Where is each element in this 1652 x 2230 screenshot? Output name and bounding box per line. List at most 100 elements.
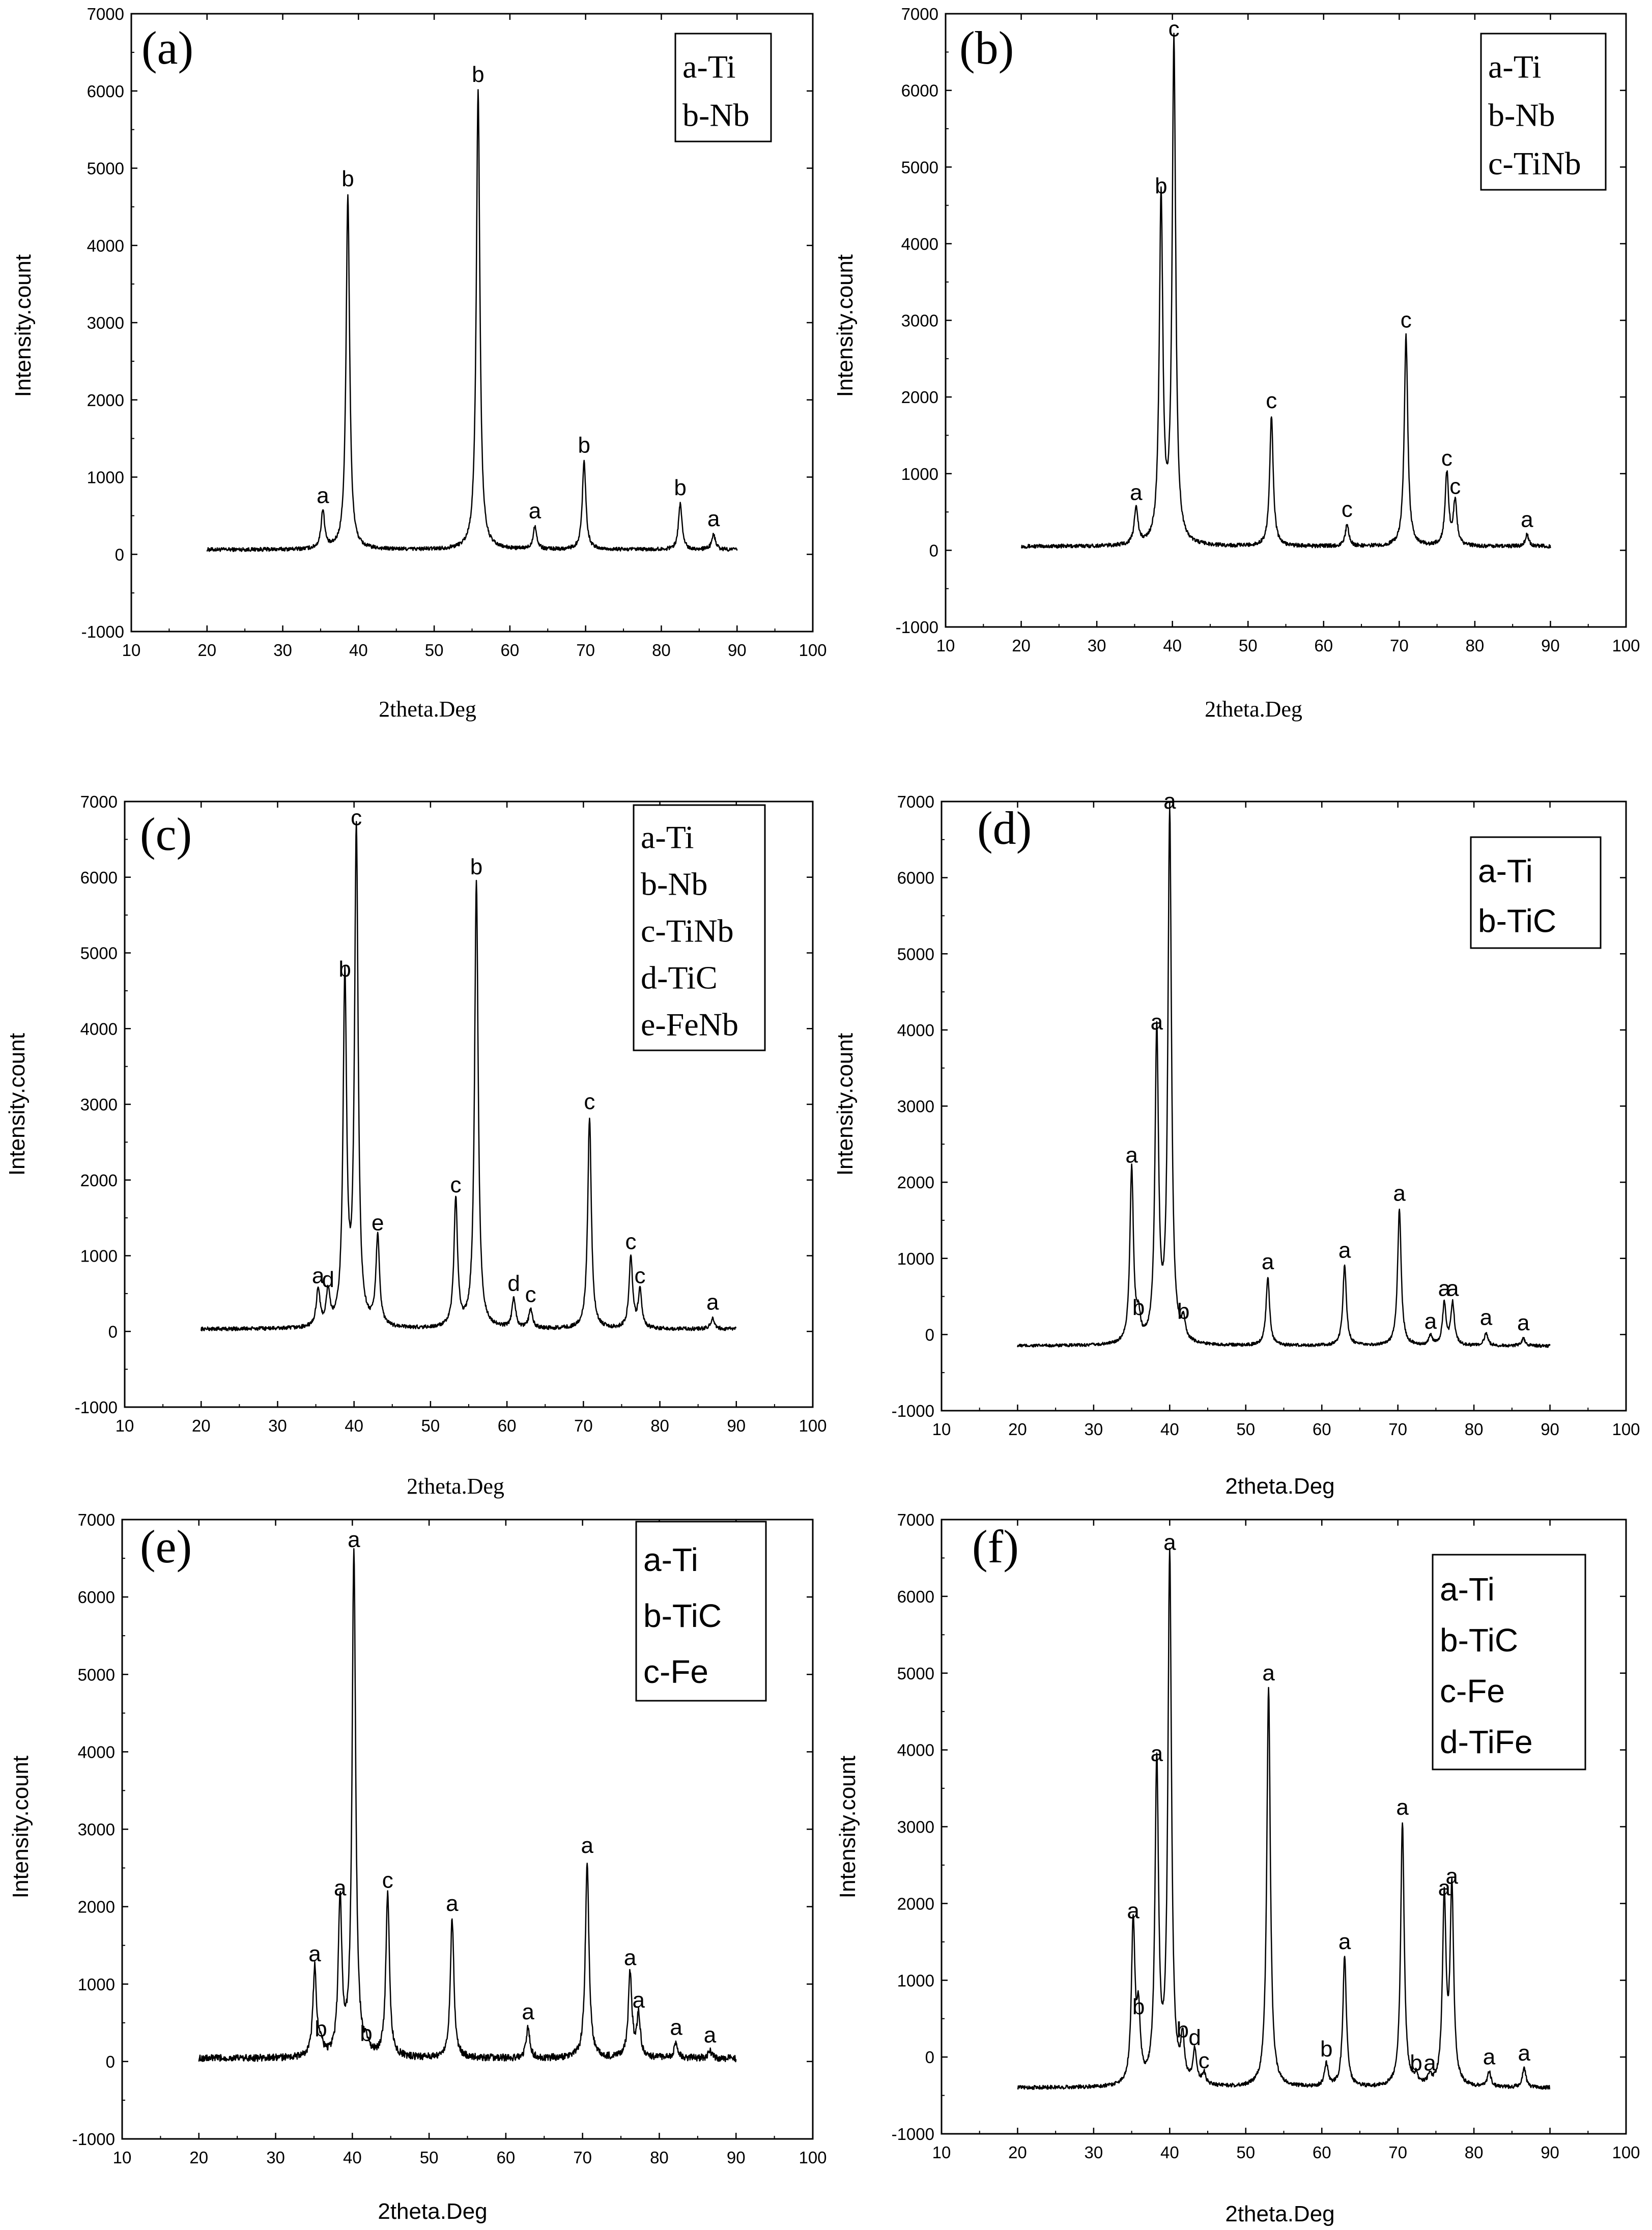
panel-3-xrd-pattern-line — [200, 821, 737, 1332]
panel-3-legend-box — [633, 804, 766, 1051]
panel-3-peak-label: c — [584, 1089, 595, 1114]
panel-4-panel-label: (d) — [977, 802, 1032, 854]
panel-4-peak-label: a — [1517, 1310, 1530, 1335]
panel-4-y-tick-label: 3000 — [897, 1097, 934, 1116]
panel-6-peak-label: a — [1438, 1875, 1451, 1900]
panel-5-panel-label: (e) — [140, 1521, 192, 1573]
panel-6-y-tick-label: 4000 — [897, 1741, 934, 1760]
panel-2-legend-item: c-TiNb — [1488, 146, 1581, 182]
panel-4-peak-label: a — [1125, 1143, 1138, 1168]
panel-3-y-tick-label: 3000 — [80, 1095, 118, 1114]
panel-3-y-axis-label: Intensity.count — [5, 1033, 30, 1176]
panel-2-y-axis-label: Intensity.count — [833, 254, 858, 397]
panel-2-x-tick-label: 80 — [1466, 636, 1485, 655]
panel-2-y-tick-label: 6000 — [901, 81, 938, 100]
panel-6-legend-item: a-Ti — [1440, 1571, 1495, 1608]
panel-6: 10 20 30 40 50 60 70 80 90 100 -1000 0 1000 2000 3000 4… — [835, 1510, 1640, 2226]
panel-4-y-tick-label: 0 — [925, 1325, 934, 1344]
panel-5-y-tick-label: 4000 — [78, 1742, 115, 1761]
panel-3-peak-label: c — [625, 1229, 636, 1254]
panel-1-y-tick-label: 2000 — [87, 391, 124, 410]
panel-6-y-tick-label: 5000 — [897, 1664, 934, 1683]
panel-5-peak-label: a — [632, 1988, 645, 2013]
panel-6-x-tick-label: 50 — [1236, 2143, 1255, 2162]
panel-3-panel-label: (c) — [140, 808, 192, 860]
panel-6-peak-label: a — [1518, 2041, 1531, 2066]
panel-6-peak-label: b — [1132, 1994, 1145, 2019]
panel-4-peak-label: a — [1262, 1249, 1274, 1274]
panel-3-peak-label: b — [470, 854, 482, 879]
panel-6-y-tick-label: 0 — [925, 2048, 934, 2067]
panel-5-legend-item: c-Fe — [643, 1653, 708, 1690]
panel-3-x-tick-label: 80 — [650, 1416, 669, 1435]
panel-2-peak-label: c — [1441, 446, 1452, 471]
panel-2-x-tick-label: 10 — [936, 636, 955, 655]
panel-2-y-tick-label: 5000 — [901, 158, 938, 177]
panel-5-x-tick-label: 60 — [497, 2148, 516, 2167]
panel-2-y-tick-label: 3000 — [901, 311, 938, 330]
panel-4-peak-label: a — [1438, 1276, 1451, 1301]
panel-6-x-tick-label: 30 — [1085, 2143, 1103, 2162]
panel-2-x-tick-label: 40 — [1163, 636, 1182, 655]
panel-1-peak-label: b — [674, 475, 686, 500]
panel-4-x-tick-label: 90 — [1541, 1420, 1559, 1439]
panel-6-xrd-pattern-line — [1017, 1548, 1551, 2090]
panel-4-peak-label: a — [1393, 1181, 1406, 1206]
panel-3-peak-label: d — [507, 1271, 520, 1296]
panel-3-legend-item: b-Nb — [641, 866, 708, 902]
panel-1-x-tick-label: 80 — [652, 641, 671, 660]
panel-3-y-tick-label: -1000 — [75, 1398, 118, 1417]
panel-2-peak-label: a — [1130, 480, 1143, 505]
panel-1-x-tick-label: 40 — [349, 641, 368, 660]
panel-1-peak-label: a — [529, 499, 542, 524]
panel-1-y-tick-label: 4000 — [87, 236, 124, 255]
panel-5-x-tick-label: 70 — [573, 2148, 592, 2167]
panel-1-x-tick-label: 10 — [122, 641, 141, 660]
panel-4-x-tick-label: 10 — [932, 1420, 951, 1439]
panel-5-x-tick-label: 90 — [727, 2148, 746, 2167]
panel-4-legend-item: b-TiC — [1478, 903, 1556, 939]
panel-3-x-tick-label: 40 — [345, 1416, 363, 1435]
panel-3-x-tick-label: 100 — [799, 1416, 827, 1435]
panel-5-peak-label: a — [348, 1527, 360, 1552]
panel-3-x-axis-label: 2theta.Deg — [407, 1474, 504, 1499]
panel-2-y-tick-label: 1000 — [901, 465, 938, 483]
panel-2-x-tick-label: 50 — [1239, 636, 1258, 655]
panel-3-y-tick-label: 0 — [108, 1322, 118, 1341]
panel-3-peak-label: e — [372, 1210, 384, 1235]
panel-3-peak-label: c — [351, 805, 362, 830]
panel-4-x-tick-label: 60 — [1313, 1420, 1331, 1439]
panel-5-x-tick-label: 10 — [113, 2148, 132, 2167]
panel-6-y-tick-label: 7000 — [897, 1510, 934, 1529]
panel-1-y-tick-label: 5000 — [87, 159, 124, 178]
panel-5-y-axis-label: Intensity.count — [8, 1756, 33, 1898]
panel-6-legend-box — [1432, 1554, 1586, 1770]
panel-1-x-tick-label: 20 — [197, 641, 216, 660]
panel-1-peak-label: a — [707, 506, 720, 531]
panel-6-x-tick-label: 10 — [932, 2143, 951, 2162]
panel-4-x-tick-label: 40 — [1160, 1420, 1179, 1439]
panel-5-legend-item: a-Ti — [643, 1541, 698, 1578]
panel-1-peak-label: b — [472, 62, 484, 87]
panel-5-y-tick-label: 1000 — [78, 1975, 115, 1994]
panel-5-y-tick-label: 0 — [106, 2052, 115, 2071]
panel-1-y-tick-label: 7000 — [87, 5, 124, 23]
panel-4-peak-label: b — [1177, 1299, 1189, 1324]
panel-3-x-tick-label: 60 — [498, 1416, 517, 1435]
panel-5-peak-label: a — [624, 1945, 637, 1970]
panel-2-peak-label: c — [1342, 497, 1353, 522]
panel-6-x-tick-label: 60 — [1313, 2143, 1331, 2162]
panel-4-peak-label: a — [1151, 1010, 1163, 1035]
panel-2-peak-label: c — [1449, 474, 1461, 499]
panel-4-y-tick-label: 4000 — [897, 1021, 934, 1040]
panel-5-peak-label: a — [334, 1876, 347, 1901]
panel-6-peak-label: a — [1262, 1661, 1275, 1685]
panel-3-x-tick-label: 70 — [574, 1416, 593, 1435]
panel-6-peak-label: a — [1163, 1530, 1176, 1555]
panel-2-x-tick-label: 100 — [1612, 636, 1640, 655]
panel-1: 10 20 30 40 50 60 70 80 90 100 -1000 0 1000 2000 3000 4… — [11, 5, 827, 722]
panel-5-x-tick-label: 40 — [343, 2148, 362, 2167]
panel-2-xrd-pattern-line — [1020, 33, 1551, 549]
panel-3-peak-label: a — [706, 1290, 719, 1314]
